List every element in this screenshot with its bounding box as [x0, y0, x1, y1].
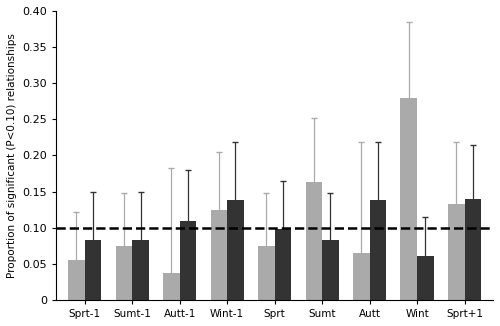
Bar	[274, 229, 291, 300]
Bar	[353, 253, 370, 300]
Bar	[448, 204, 464, 300]
Bar	[258, 246, 274, 300]
Bar	[116, 246, 132, 300]
Bar	[85, 240, 102, 300]
Bar	[370, 200, 386, 300]
Y-axis label: Proportion of significant (P<0.10) relationships: Proportion of significant (P<0.10) relat…	[7, 33, 17, 278]
Bar	[163, 273, 180, 300]
Bar	[227, 200, 244, 300]
Bar	[68, 259, 85, 300]
Bar	[180, 220, 196, 300]
Bar	[464, 199, 481, 300]
Bar	[306, 182, 322, 300]
Bar	[322, 240, 339, 300]
Bar	[132, 240, 149, 300]
Bar	[400, 98, 417, 300]
Bar	[210, 210, 227, 300]
Bar	[417, 256, 434, 300]
